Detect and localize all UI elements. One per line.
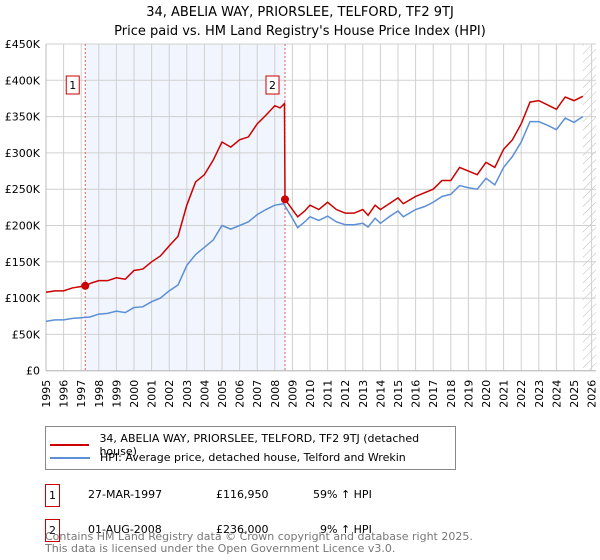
x-tick-label: 2002 (163, 380, 176, 408)
x-tick-label: 2011 (322, 380, 335, 408)
x-tick-label: 2024 (550, 380, 563, 408)
sale-marker-label: 1 (69, 79, 76, 92)
transaction-price: £236,000 (216, 523, 269, 536)
transaction-price: £116,950 (216, 488, 269, 501)
y-tick-label: £100K (5, 292, 41, 305)
x-tick-label: 2026 (586, 380, 599, 408)
shaded-ownership-period (85, 44, 286, 371)
y-tick-label: £300K (5, 147, 41, 160)
x-tick-label: 2023 (533, 380, 546, 408)
x-tick-label: 2005 (216, 380, 229, 408)
hpi-line (45, 115, 584, 323)
y-tick-label: £400K (5, 74, 41, 87)
legend-label-property: 34, ABELIA WAY, PRIORSLEE, TELFORD, TF2 … (99, 432, 420, 458)
legend-swatch-hpi (50, 456, 90, 459)
y-tick-label: £50K (12, 328, 41, 341)
transaction-hpi: 9% ↑ HPI (320, 523, 372, 536)
footer-copyright: Contains HM Land Registry data © Crown c… (45, 530, 473, 543)
x-tick-label: 1999 (110, 380, 123, 408)
y-tick-label: £450K (5, 38, 41, 51)
x-tick-label: 2015 (392, 380, 405, 408)
y-tick-label: £350K (5, 111, 41, 124)
x-tick-label: 1996 (58, 380, 71, 408)
chart-title: 34, ABELIA WAY, PRIORSLEE, TELFORD, TF2 … (146, 5, 454, 20)
footer-licence: This data is licensed under the Open Gov… (45, 542, 396, 555)
x-tick-label: 2022 (515, 380, 528, 408)
y-tick-label: £0 (26, 365, 40, 378)
x-tick-label: 1995 (40, 380, 53, 408)
legend: 34, ABELIA WAY, PRIORSLEE, TELFORD, TF2 … (45, 426, 456, 470)
x-tick-label: 2017 (427, 380, 440, 408)
transaction-hpi: 59% ↑ HPI (313, 488, 372, 501)
property-price-line (45, 95, 584, 294)
sale-point (81, 281, 90, 290)
x-tick-label: 2004 (198, 380, 211, 408)
x-tick-label: 2001 (146, 380, 159, 408)
x-tick-label: 2025 (568, 380, 581, 408)
chart-subtitle: Price paid vs. HM Land Registry's House … (114, 24, 486, 39)
x-tick-label: 2000 (128, 380, 141, 408)
x-tick-label: 2012 (339, 380, 352, 408)
x-tick-label: 2018 (445, 380, 458, 408)
x-tick-label: 2019 (462, 380, 475, 408)
x-tick-label: 2007 (251, 380, 264, 408)
x-tick-label: 1998 (93, 380, 106, 408)
x-tick-label: 2010 (304, 380, 317, 408)
sale-marker-label: 2 (269, 79, 276, 92)
chart-plot: 1995 1996 1997 1998 1999 2000 2001 2002 2003 2004… (5, 38, 599, 408)
transaction-date: 01-AUG-2008 (88, 523, 162, 536)
x-tick-label: 2020 (480, 380, 493, 408)
y-tick-label: £250K (5, 183, 41, 196)
x-tick-label: 2021 (498, 380, 511, 408)
x-tick-label: 2006 (234, 380, 247, 408)
x-tick-label: 2003 (181, 380, 194, 408)
transaction-badge: 1 (45, 484, 60, 507)
y-tick-label: £200K (5, 220, 41, 233)
x-tick-label: 2008 (269, 380, 282, 408)
x-tick-label: 2009 (286, 380, 299, 408)
sale-marker-badge (265, 75, 280, 95)
forecast-hatch (582, 44, 596, 371)
sale-marker-badge (65, 75, 80, 95)
transaction-date: 27-MAR-1997 (88, 488, 163, 501)
transaction-badge: 2 (45, 519, 60, 542)
sale-point (281, 195, 290, 204)
x-tick-label: 2013 (357, 380, 370, 408)
x-tick-label: 2016 (410, 380, 423, 408)
legend-swatch-property (50, 444, 90, 446)
x-tick-label: 2014 (374, 380, 387, 408)
legend-label-hpi: HPI: Average price, detached house, Telf… (100, 451, 406, 464)
y-tick-label: £150K (5, 256, 41, 269)
x-tick-label: 1997 (75, 380, 88, 408)
